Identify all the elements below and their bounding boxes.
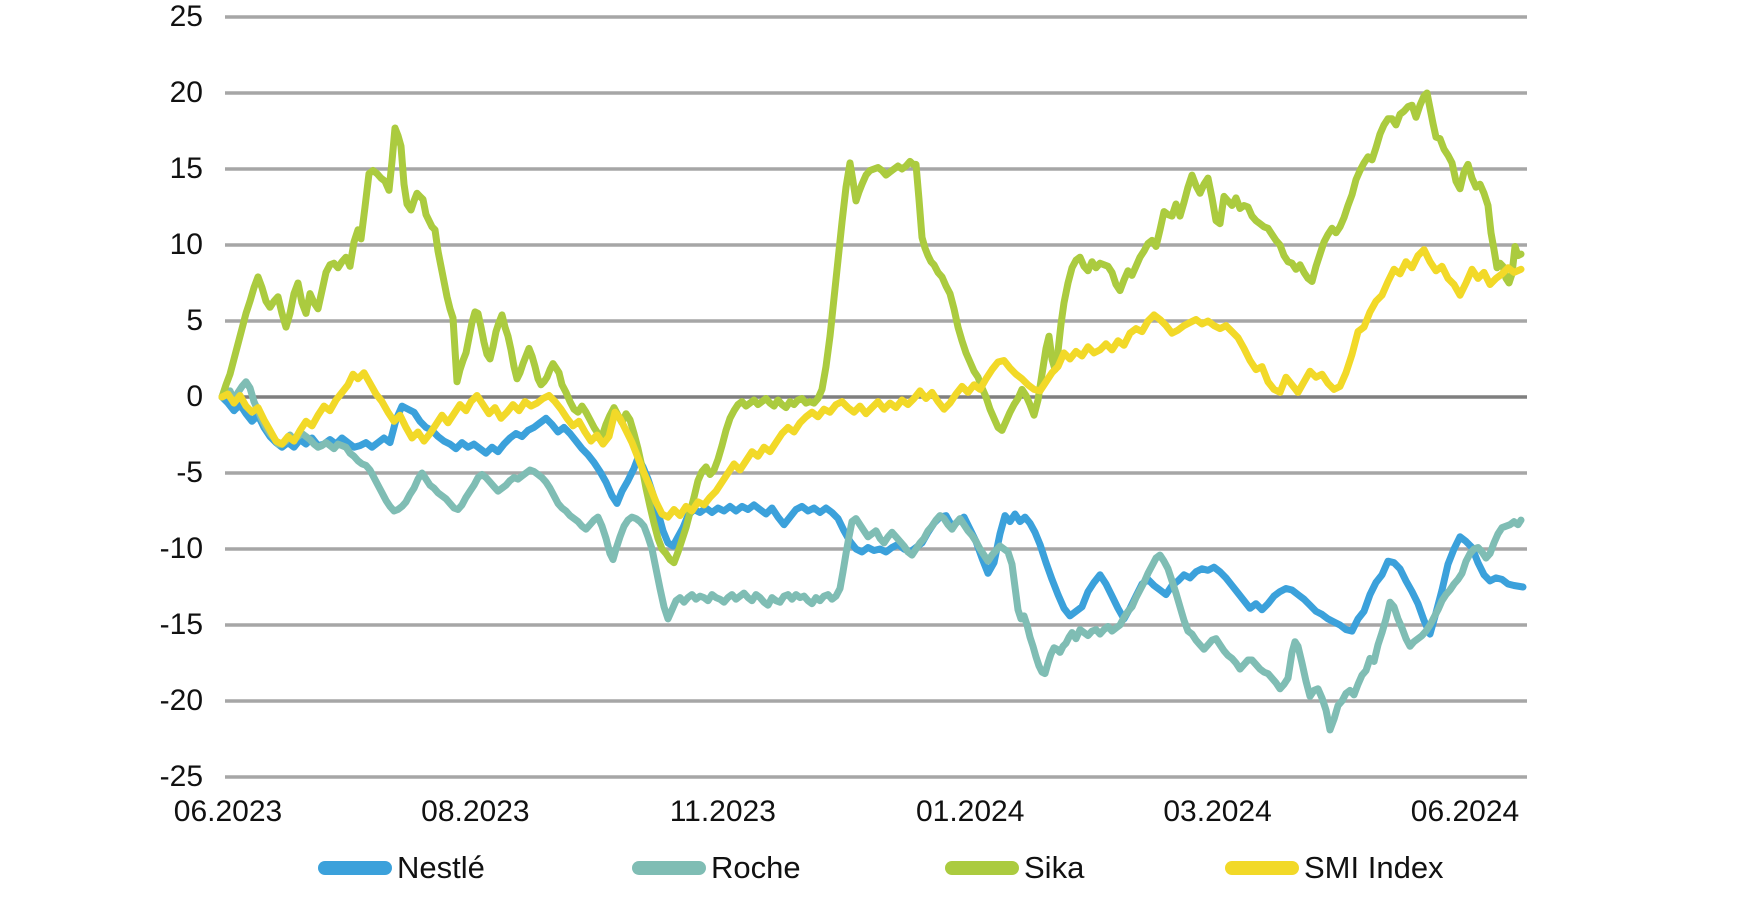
x-axis-tick: 06.2024 bbox=[1410, 795, 1520, 828]
nestle-legend-label: Nestlé bbox=[397, 850, 485, 885]
smi-index-legend-swatch bbox=[1225, 861, 1299, 875]
nestle-line bbox=[218, 393, 1527, 638]
roche-legend-label: Roche bbox=[711, 850, 801, 885]
sika-line bbox=[218, 89, 1525, 567]
nestle-legend-swatch bbox=[318, 861, 392, 875]
y-axis-tick: -25 bbox=[159, 760, 203, 793]
y-axis-tick: -20 bbox=[159, 684, 203, 717]
legend-item-sika: Sika bbox=[945, 845, 1084, 891]
legend-item-roche: Roche bbox=[632, 845, 801, 891]
legend: Nestlé Roche Sika SMI Index bbox=[0, 845, 1741, 895]
smi-index-legend-label: SMI Index bbox=[1304, 850, 1444, 885]
x-axis-tick: 11.2023 bbox=[669, 795, 776, 828]
x-axis-tick: 01.2024 bbox=[915, 795, 1025, 828]
legend-item-nestle: Nestlé bbox=[318, 845, 485, 891]
y-axis-tick: 25 bbox=[169, 0, 203, 33]
roche-legend-swatch bbox=[632, 861, 706, 875]
y-axis-tick: -10 bbox=[159, 532, 203, 565]
y-axis-tick: 10 bbox=[169, 228, 203, 261]
x-axis-tick: 03.2024 bbox=[1163, 795, 1272, 828]
y-axis-tick: 5 bbox=[186, 304, 203, 337]
y-axis-tick: 0 bbox=[186, 380, 203, 413]
y-axis-tick: 15 bbox=[169, 152, 203, 185]
gridlines bbox=[225, 15, 1527, 779]
sika-legend-label: Sika bbox=[1024, 850, 1085, 885]
legend-item-smi-index: SMI Index bbox=[1225, 845, 1444, 891]
x-axis-tick: 08.2023 bbox=[421, 795, 530, 828]
x-axis-tick: 06.2023 bbox=[173, 795, 283, 828]
roche-line bbox=[218, 378, 1525, 734]
y-axis-tick: 20 bbox=[169, 76, 203, 109]
y-axis-tick: -5 bbox=[176, 456, 203, 489]
smi-index-line bbox=[218, 246, 1525, 521]
series-lines bbox=[218, 89, 1527, 734]
y-axis-tick: -15 bbox=[159, 608, 203, 641]
sika-legend-swatch bbox=[945, 861, 1019, 875]
